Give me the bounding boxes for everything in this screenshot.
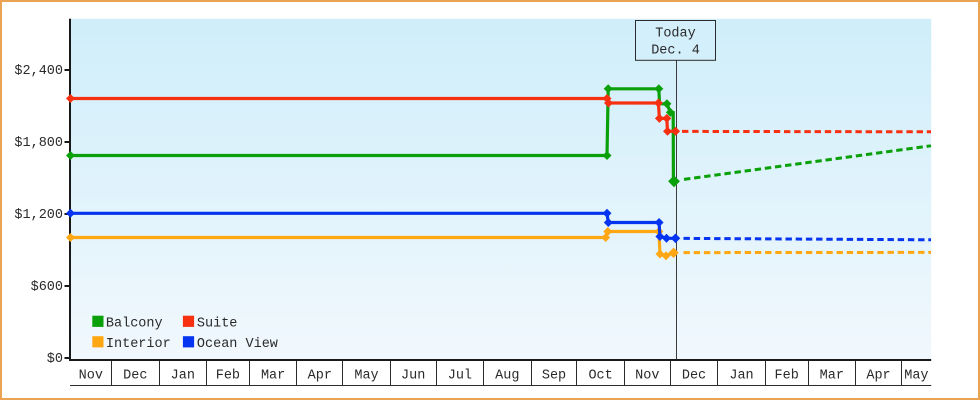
svg-text:Feb: Feb (216, 368, 240, 383)
svg-text:Dec: Dec (682, 368, 706, 383)
svg-text:Jul: Jul (448, 368, 472, 383)
svg-text:$600: $600 (31, 280, 63, 295)
svg-text:Mar: Mar (261, 368, 285, 383)
svg-text:$1,800: $1,800 (14, 136, 63, 151)
svg-text:Apr: Apr (308, 368, 332, 383)
svg-text:$2,400: $2,400 (14, 64, 63, 79)
svg-text:Jan: Jan (729, 368, 753, 383)
svg-text:Interior: Interior (106, 337, 171, 352)
svg-text:Nov: Nov (635, 368, 659, 383)
svg-text:Today: Today (655, 27, 696, 42)
svg-text:Jun: Jun (401, 368, 425, 383)
svg-text:Sep: Sep (542, 368, 566, 383)
svg-text:Dec. 4: Dec. 4 (651, 44, 700, 59)
svg-text:Nov: Nov (79, 368, 103, 383)
svg-text:May: May (354, 368, 378, 383)
svg-text:Aug: Aug (495, 368, 519, 383)
svg-text:$1,200: $1,200 (14, 208, 63, 223)
svg-text:May: May (904, 368, 928, 383)
svg-text:$0: $0 (47, 352, 63, 367)
svg-text:Apr: Apr (866, 368, 890, 383)
svg-text:Mar: Mar (820, 368, 844, 383)
svg-text:Jan: Jan (171, 368, 195, 383)
svg-text:Dec: Dec (123, 368, 147, 383)
svg-text:Suite: Suite (197, 317, 238, 332)
svg-text:Balcony: Balcony (106, 317, 163, 332)
svg-text:Oct: Oct (588, 368, 612, 383)
svg-text:Ocean View: Ocean View (197, 337, 278, 352)
svg-text:Feb: Feb (775, 368, 799, 383)
